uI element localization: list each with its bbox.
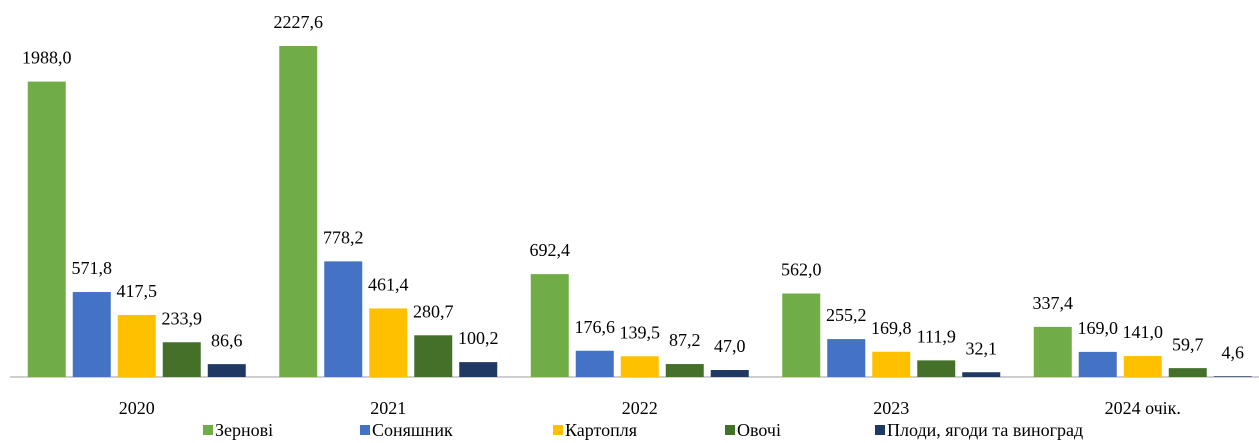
bar — [1033, 326, 1072, 377]
data-label: 1988,0 — [22, 48, 72, 68]
data-label: 141,0 — [1123, 322, 1164, 342]
data-label: 176,6 — [575, 317, 616, 337]
bar — [1123, 356, 1162, 377]
data-label: 111,9 — [917, 326, 956, 346]
bar — [917, 360, 956, 377]
bar — [575, 350, 614, 377]
bar — [117, 314, 156, 377]
bar — [1078, 351, 1117, 377]
bar — [207, 364, 246, 377]
x-tick-label: 2024 очік. — [1105, 398, 1181, 418]
bar — [782, 293, 821, 377]
bar — [279, 46, 318, 377]
legend-label: Зернові — [215, 420, 273, 440]
bar — [27, 81, 66, 377]
legend-label: Овочі — [737, 420, 781, 440]
bar — [710, 370, 749, 377]
bar — [872, 351, 911, 377]
x-tick-label: 2021 — [370, 398, 406, 418]
legend-swatch — [360, 425, 370, 435]
bar — [1213, 376, 1252, 377]
x-tick-label: 2020 — [119, 398, 155, 418]
bar — [827, 339, 866, 377]
bar — [369, 308, 408, 377]
data-label: 139,5 — [620, 322, 661, 342]
legend-label: Плоди, ягоди та виноград — [887, 420, 1083, 440]
data-label: 562,0 — [781, 260, 822, 280]
data-label: 2227,6 — [274, 12, 324, 32]
bar — [72, 292, 111, 377]
legend-swatch — [203, 425, 213, 435]
legend-swatch — [553, 425, 563, 435]
data-label: 86,6 — [211, 330, 243, 350]
data-label: 571,8 — [72, 258, 113, 278]
data-label: 280,7 — [413, 301, 454, 321]
bar — [962, 372, 1001, 377]
bar — [530, 274, 569, 377]
legend-swatch — [875, 425, 885, 435]
data-label: 417,5 — [117, 281, 158, 301]
data-label: 255,2 — [826, 305, 867, 325]
bar — [162, 342, 201, 377]
data-label: 47,0 — [714, 336, 746, 356]
data-label: 337,4 — [1033, 293, 1074, 313]
data-label: 169,0 — [1078, 318, 1119, 338]
data-label: 233,9 — [162, 308, 203, 328]
legend-label: Картопля — [565, 420, 637, 440]
data-label: 169,8 — [871, 318, 912, 338]
legend-swatch — [725, 425, 735, 435]
legend-label: Соняшник — [372, 420, 453, 440]
bar — [324, 261, 363, 377]
bar — [459, 362, 498, 377]
data-label: 778,2 — [323, 227, 364, 247]
bar — [1168, 368, 1207, 377]
bar — [620, 356, 659, 377]
data-label: 4,6 — [1222, 342, 1245, 362]
bar — [665, 364, 704, 377]
data-label: 100,2 — [458, 328, 499, 348]
x-tick-label: 2022 — [622, 398, 658, 418]
data-label: 692,4 — [530, 240, 571, 260]
bar — [414, 335, 453, 377]
data-label: 461,4 — [368, 275, 409, 295]
x-tick-label: 2023 — [873, 398, 909, 418]
data-label: 59,7 — [1172, 334, 1204, 354]
data-label: 87,2 — [669, 330, 701, 350]
data-label: 32,1 — [966, 338, 998, 358]
